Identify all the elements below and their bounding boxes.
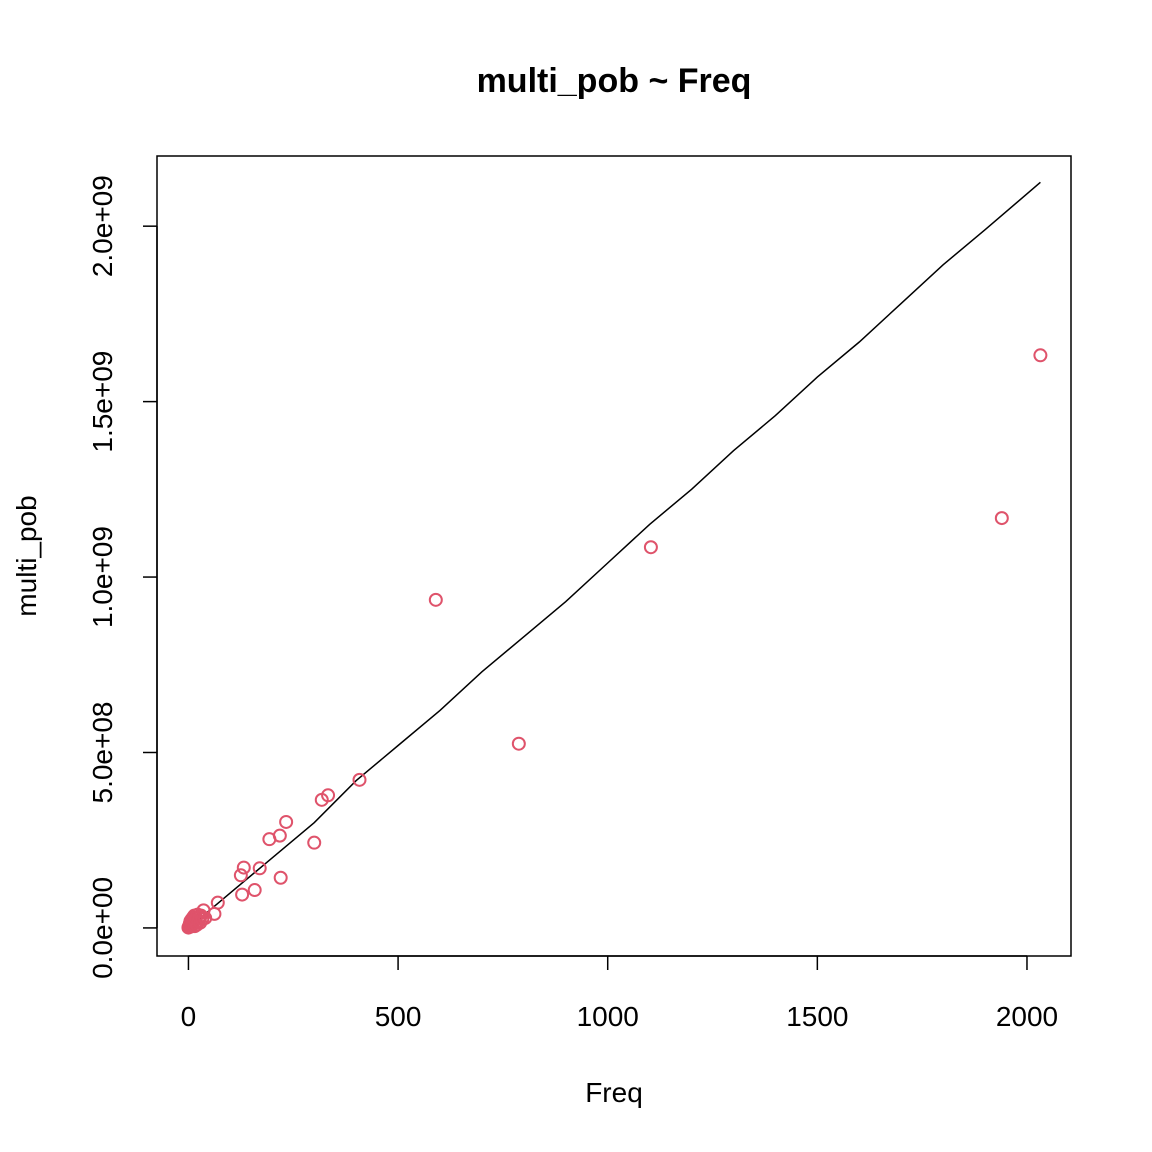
- x-axis: 0 500 1000 1500 2000: [181, 955, 1058, 1032]
- data-point: [643, 540, 658, 555]
- y-tick-label: 1.0e+09: [87, 526, 118, 628]
- x-tick-label: 1500: [786, 1001, 848, 1032]
- data-point: [511, 736, 526, 751]
- x-tick-label: 0: [181, 1001, 197, 1032]
- data-point: [273, 870, 288, 885]
- fit-line: [187, 181, 1041, 929]
- data-point: [236, 860, 251, 875]
- x-tick-label: 1000: [577, 1001, 639, 1032]
- data-point: [235, 887, 250, 902]
- y-tick-label: 5.0e+08: [87, 701, 118, 803]
- chart-title: multi_pob ~ Freq: [477, 62, 752, 100]
- y-tick-label: 2.0e+09: [87, 175, 118, 277]
- x-tick-label: 500: [375, 1001, 422, 1032]
- y-axis-label: multi_pob: [11, 495, 42, 616]
- x-axis-label: Freq: [585, 1077, 643, 1108]
- data-point: [352, 772, 367, 787]
- data-point: [252, 861, 267, 876]
- plot-frame: [156, 155, 1072, 957]
- data-point: [307, 835, 322, 850]
- data-point: [233, 868, 248, 883]
- data-point: [994, 511, 1009, 526]
- data-point: [321, 788, 336, 803]
- x-tick-label: 2000: [996, 1001, 1058, 1032]
- y-tick-label: 0.0e+00: [87, 877, 118, 979]
- data-point: [279, 814, 294, 829]
- points-layer: [181, 348, 1048, 935]
- data-point: [210, 895, 225, 910]
- data-point: [272, 828, 287, 843]
- fit-line-layer: [187, 181, 1041, 929]
- y-axis: 0.0e+00 5.0e+08 1.0e+09 1.5e+09 2.0e+09: [87, 175, 158, 979]
- y-tick-label: 1.5e+09: [87, 351, 118, 453]
- data-point: [428, 592, 443, 607]
- data-point: [247, 883, 262, 898]
- data-point: [1033, 348, 1048, 363]
